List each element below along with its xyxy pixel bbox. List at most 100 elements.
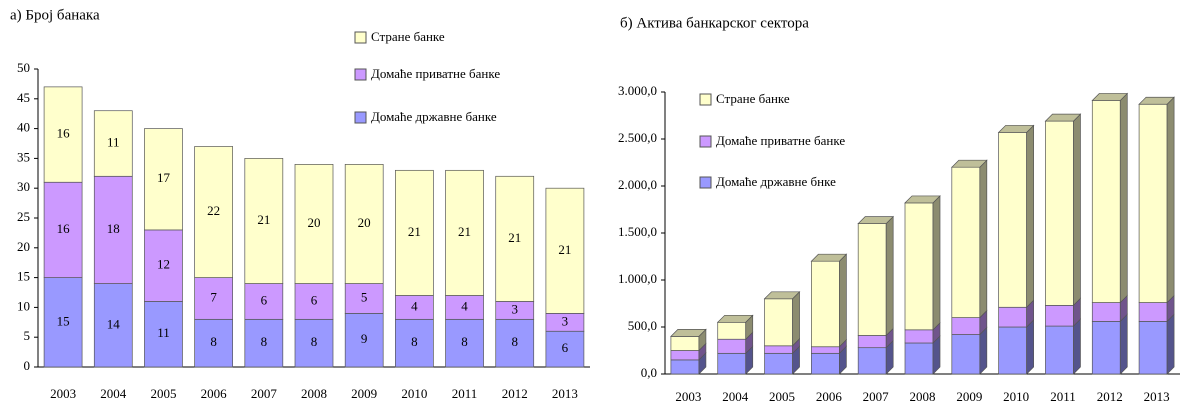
x-tick-label: 2013 [552, 386, 578, 401]
bar-segment [811, 346, 840, 354]
value-label: 21 [558, 242, 571, 257]
y-tick-label: 5 [24, 328, 31, 343]
bar-side [1073, 318, 1081, 375]
legend-swatch [699, 93, 712, 106]
y-tick-label: 1.500,0 [618, 224, 657, 239]
y-tick-label: 50 [17, 60, 30, 75]
value-label: 21 [257, 212, 270, 227]
value-label: 22 [207, 203, 220, 218]
value-label: 11 [157, 325, 170, 340]
value-label: 16 [57, 221, 71, 236]
y-tick-label: 35 [17, 149, 30, 164]
bar-segment [904, 342, 934, 375]
bar-segment [764, 345, 793, 354]
value-label: 8 [411, 334, 418, 349]
bar-segment [144, 229, 183, 302]
bar-segment [395, 318, 434, 368]
x-tick-label: 2011 [452, 386, 478, 401]
bar-segment [1045, 325, 1074, 375]
value-label: 11 [107, 134, 120, 149]
bar-segment [951, 334, 981, 375]
bar-segment [144, 301, 183, 368]
bar-segment [1138, 321, 1168, 375]
x-tick-label: 2008 [301, 386, 327, 401]
bar-segment [294, 318, 334, 368]
bar-segment [1138, 103, 1168, 303]
value-label: 4 [411, 298, 418, 313]
bar-segment [93, 110, 133, 177]
bar-segment [344, 164, 384, 284]
bar-side [1119, 313, 1128, 375]
y-tick-label: 10 [17, 298, 30, 313]
y-tick-label: 25 [17, 209, 30, 224]
bar-segment [857, 223, 887, 336]
bar-segment [344, 283, 384, 314]
x-tick-label: 2009 [351, 386, 377, 401]
value-label: 12 [157, 257, 170, 272]
value-label: 20 [358, 215, 371, 230]
bar-segment [951, 166, 981, 318]
bar-segment [194, 146, 233, 278]
value-label: 17 [157, 170, 171, 185]
bar-top [1091, 93, 1129, 101]
value-label: 8 [261, 334, 268, 349]
y-tick-label: 0,0 [641, 365, 657, 380]
bar-segment [294, 283, 334, 320]
x-tick-label: 2010 [1003, 389, 1029, 404]
legend-label: Домаће државне банке [371, 109, 497, 124]
bar-side [839, 253, 847, 348]
x-tick-label: 2003 [50, 386, 76, 401]
value-label: 3 [511, 301, 518, 316]
bar-segment [998, 306, 1027, 328]
x-tick-label: 2012 [1097, 389, 1123, 404]
bar-segment [764, 298, 793, 347]
y-tick-label: 500,0 [628, 318, 657, 333]
bar-segment [670, 350, 700, 361]
legend-swatch [354, 68, 367, 81]
bar-top [763, 291, 801, 300]
value-label: 9 [361, 331, 368, 346]
bar-side [932, 195, 941, 331]
bar-side [1026, 124, 1034, 309]
bar-top [997, 125, 1035, 133]
value-label: 18 [107, 221, 120, 236]
bar-segment [395, 169, 434, 296]
value-label: 21 [458, 224, 471, 239]
bar-segment [495, 318, 535, 368]
x-tick-label: 2007 [251, 386, 278, 401]
bar-side [792, 290, 800, 347]
bar-segment [1138, 302, 1168, 322]
value-label: 3 [562, 313, 569, 328]
x-tick-label: 2011 [1050, 389, 1076, 404]
bar-segment [93, 175, 133, 284]
value-label: 21 [508, 230, 521, 245]
bar-side [1119, 92, 1128, 304]
x-tick-label: 2013 [1144, 389, 1170, 404]
bar-segment [1091, 302, 1121, 322]
bar-segment [495, 175, 535, 302]
bar-side [979, 159, 988, 319]
bar-segment [1045, 120, 1074, 306]
bar-segment [43, 181, 83, 278]
bar-top [716, 314, 754, 323]
legend-swatch [354, 31, 367, 44]
legend-label: Домаће државне бнке [716, 174, 836, 189]
chart-title: а) Број банака [10, 7, 100, 23]
y-tick-label: 2.500,0 [618, 130, 657, 145]
bar-top [904, 195, 941, 204]
bar-segment [545, 187, 585, 314]
x-tick-label: 2009 [956, 389, 982, 404]
y-tick-label: 1.000,0 [618, 271, 657, 286]
value-label: 14 [107, 316, 121, 331]
legend-swatch [699, 176, 712, 189]
bar-segment [545, 330, 585, 368]
bar-side [885, 215, 894, 337]
bar-segment [998, 326, 1027, 375]
value-label: 20 [308, 215, 321, 230]
value-label: 8 [210, 334, 217, 349]
bar-top [950, 159, 988, 168]
x-tick-label: 2010 [401, 386, 427, 401]
bar-segment [904, 329, 934, 344]
legend-label: Стране банке [716, 91, 790, 106]
y-tick-label: 45 [17, 90, 30, 105]
